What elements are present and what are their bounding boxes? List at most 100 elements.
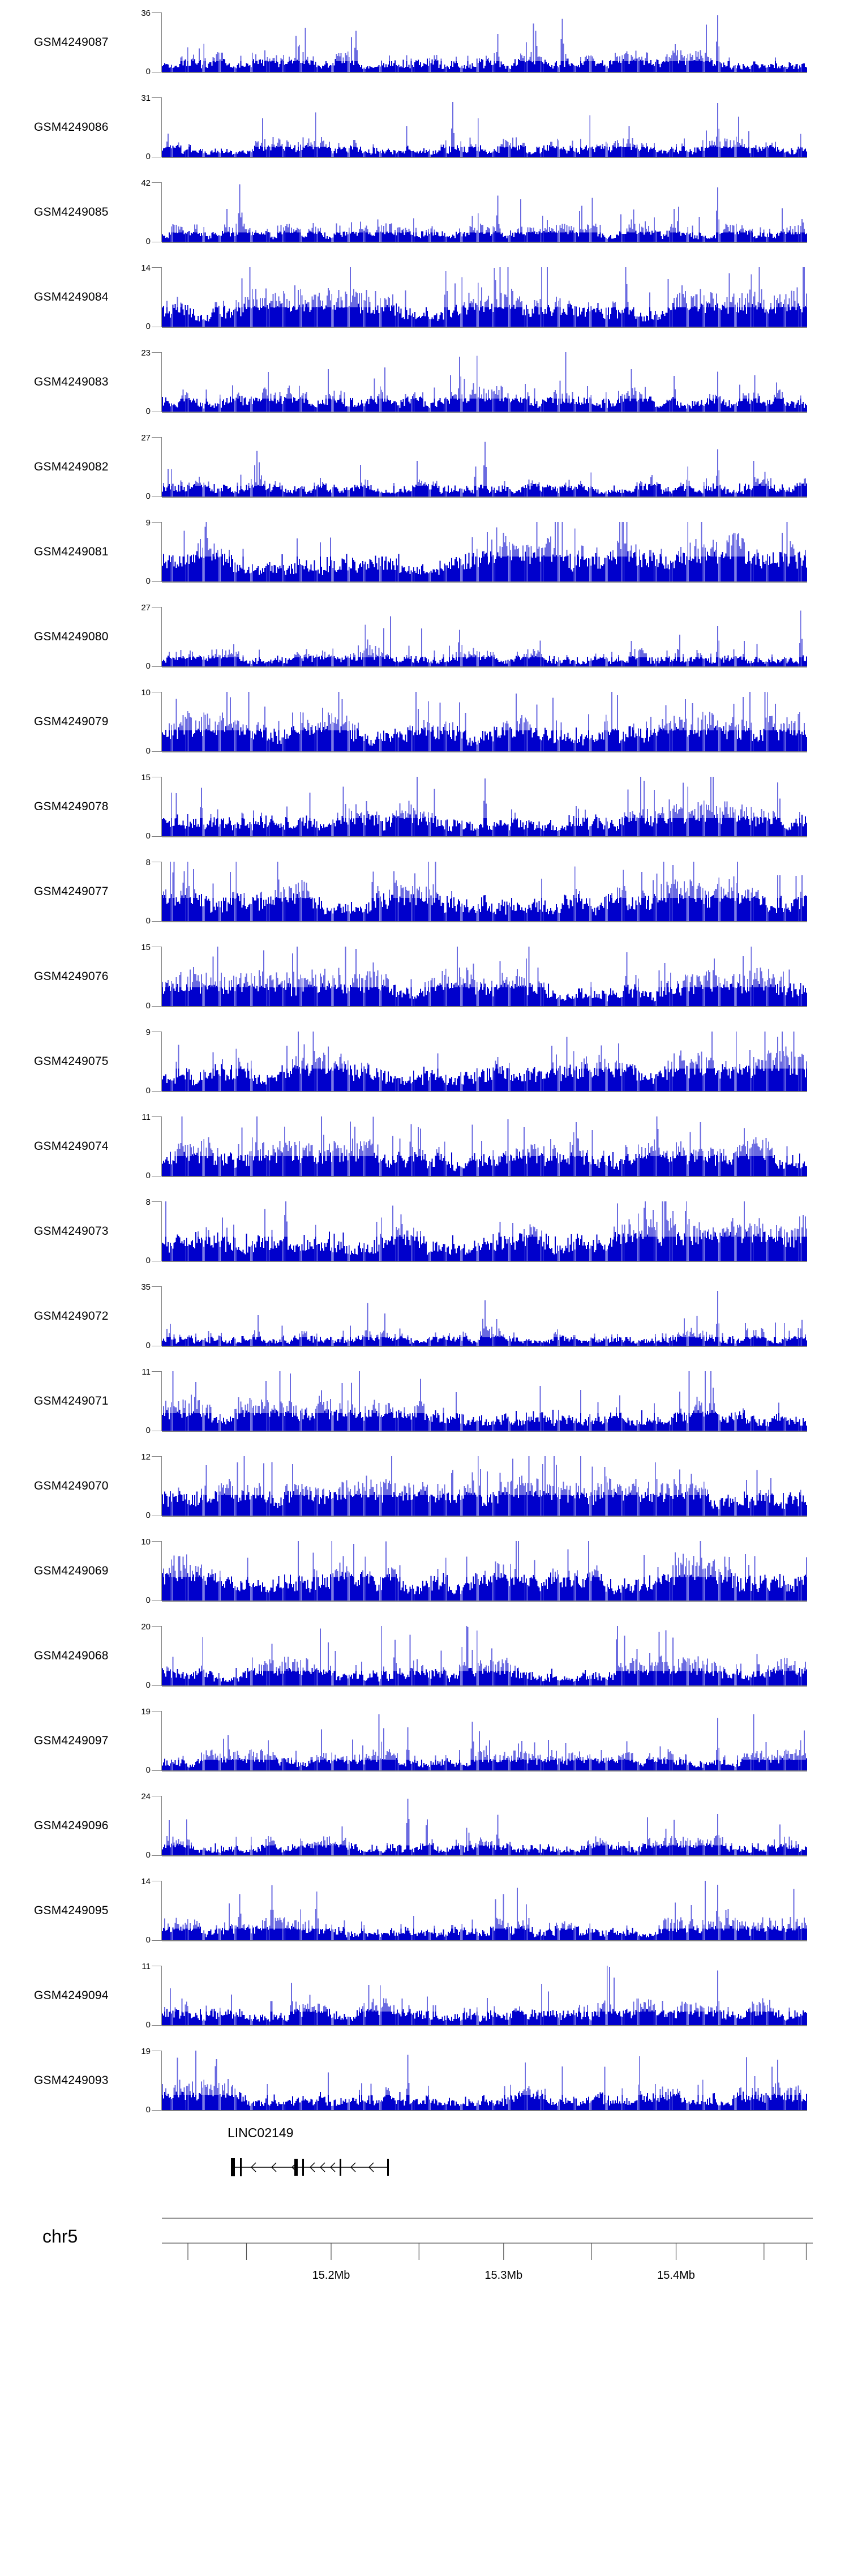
y-axis-min-value: 0 — [145, 406, 151, 416]
coverage-track-gsm4249096[interactable]: GSM4249096 24 0 — [0, 1783, 849, 1868]
coverage-plot[interactable] — [162, 1966, 807, 2026]
chromosome-name-label: chr5 — [42, 2226, 78, 2246]
track-y-axis: 19 0 — [140, 2047, 162, 2114]
track-baseline — [162, 2110, 807, 2111]
coverage-plot[interactable] — [162, 1796, 807, 1856]
y-axis-max-value: 11 — [142, 1367, 151, 1377]
y-axis-tick-min — [152, 1855, 162, 1856]
y-axis-max-value: 9 — [145, 518, 151, 528]
coverage-track-gsm4249068[interactable]: GSM4249068 20 0 — [0, 1614, 849, 1698]
y-axis-tick-max — [152, 437, 162, 438]
track-sample-label: GSM4249083 — [34, 375, 109, 388]
coverage-plot[interactable] — [162, 1626, 807, 1686]
coverage-track-gsm4249094[interactable]: GSM4249094 11 0 — [0, 1953, 849, 2038]
y-axis-max-value: 27 — [141, 433, 151, 443]
coverage-plot[interactable] — [162, 1201, 807, 1261]
coverage-plot[interactable] — [162, 1711, 807, 1771]
coverage-track-gsm4249073[interactable]: GSM4249073 8 0 — [0, 1189, 849, 1274]
y-axis-spine — [161, 1966, 162, 2026]
y-axis-min-value: 0 — [145, 1935, 151, 1945]
coverage-track-gsm4249086[interactable]: GSM4249086 31 0 — [0, 85, 849, 170]
coverage-track-gsm4249097[interactable]: GSM4249097 19 0 — [0, 1698, 849, 1783]
coverage-plot[interactable] — [162, 97, 807, 157]
y-axis-max-value: 11 — [142, 1112, 151, 1122]
y-axis-spine — [161, 522, 162, 582]
coverage-track-gsm4249084[interactable]: GSM4249084 14 0 — [0, 255, 849, 340]
coverage-track-gsm4249079[interactable]: GSM4249079 10 0 — [0, 679, 849, 764]
coverage-plot[interactable] — [162, 1456, 807, 1516]
y-axis-spine — [161, 182, 162, 242]
coverage-plot[interactable] — [162, 1881, 807, 1941]
coverage-track-gsm4249070[interactable]: GSM4249070 12 0 — [0, 1444, 849, 1529]
track-sample-label: GSM4249078 — [34, 800, 109, 813]
y-axis-tick-max — [152, 182, 162, 183]
coverage-track-gsm4249069[interactable]: GSM4249069 10 0 — [0, 1529, 849, 1614]
track-baseline — [162, 666, 807, 667]
coverage-plot[interactable] — [162, 352, 807, 412]
y-axis-min-value: 0 — [145, 916, 151, 926]
coverage-track-gsm4249082[interactable]: GSM4249082 27 0 — [0, 425, 849, 510]
coverage-plot[interactable] — [162, 1371, 807, 1431]
y-axis-max-value: 36 — [141, 8, 151, 18]
coverage-track-gsm4249095[interactable]: GSM4249095 14 0 — [0, 1868, 849, 1953]
y-axis-tick-min — [152, 1091, 162, 1092]
y-axis-max-value: 42 — [141, 178, 151, 188]
y-axis-tick-min — [152, 1006, 162, 1007]
y-axis-spine — [161, 777, 162, 837]
track-y-axis: 20 0 — [140, 1623, 162, 1689]
coverage-track-gsm4249081[interactable]: GSM4249081 9 0 — [0, 510, 849, 594]
coverage-track-gsm4249074[interactable]: GSM4249074 11 0 — [0, 1104, 849, 1189]
coverage-track-gsm4249071[interactable]: GSM4249071 11 0 — [0, 1359, 849, 1444]
y-axis-max-value: 9 — [145, 1028, 151, 1037]
coverage-plot[interactable] — [162, 947, 807, 1007]
coverage-track-gsm4249080[interactable]: GSM4249080 27 0 — [0, 594, 849, 679]
y-axis-max-value: 14 — [141, 1877, 151, 1886]
coverage-plot[interactable] — [162, 1116, 807, 1176]
track-sample-label: GSM4249068 — [34, 1649, 109, 1662]
coverage-plot[interactable] — [162, 1032, 807, 1092]
genome-axis[interactable]: 15.2Mb 15.3Mb 15.4Mb — [142, 2208, 821, 2299]
coverage-track-gsm4249076[interactable]: GSM4249076 15 0 — [0, 934, 849, 1019]
coverage-track-gsm4249072[interactable]: GSM4249072 35 0 — [0, 1274, 849, 1359]
gene-annotation-track[interactable]: LINC02149 — [0, 2123, 849, 2197]
y-axis-min-value: 0 — [145, 1510, 151, 1520]
track-sample-label: GSM4249074 — [34, 1140, 109, 1153]
y-axis-min-value: 0 — [145, 576, 151, 586]
coverage-track-gsm4249093[interactable]: GSM4249093 19 0 — [0, 2038, 849, 2123]
track-sample-label: GSM4249073 — [34, 1225, 109, 1238]
y-axis-max-value: 24 — [141, 1792, 151, 1802]
coverage-plot[interactable] — [162, 2051, 807, 2111]
y-axis-spine — [161, 1881, 162, 1941]
track-baseline — [162, 1006, 807, 1007]
track-y-axis: 10 0 — [140, 1538, 162, 1605]
coverage-plot[interactable] — [162, 692, 807, 752]
coverage-track-gsm4249083[interactable]: GSM4249083 23 0 — [0, 340, 849, 425]
coverage-track-gsm4249075[interactable]: GSM4249075 9 0 — [0, 1019, 849, 1104]
coverage-plot[interactable] — [162, 12, 807, 72]
coverage-track-gsm4249085[interactable]: GSM4249085 42 0 — [0, 170, 849, 255]
y-axis-tick-min — [152, 581, 162, 582]
coverage-plot[interactable] — [162, 522, 807, 582]
y-axis-min-value: 0 — [145, 1595, 151, 1605]
coverage-plot[interactable] — [162, 607, 807, 667]
coverage-plot[interactable] — [162, 1286, 807, 1346]
coverage-plot[interactable] — [162, 777, 807, 837]
coverage-plot[interactable] — [162, 267, 807, 327]
track-baseline — [162, 242, 807, 243]
coverage-plot[interactable] — [162, 182, 807, 242]
coverage-plot[interactable] — [162, 437, 807, 497]
track-y-axis: 15 0 — [140, 943, 162, 1010]
y-axis-tick-max — [152, 1626, 162, 1627]
y-axis-tick-max — [152, 1286, 162, 1287]
coverage-plot[interactable] — [162, 862, 807, 922]
y-axis-min-value: 0 — [145, 1765, 151, 1775]
coverage-plot[interactable] — [162, 1541, 807, 1601]
gene-model-glyph[interactable] — [140, 2150, 480, 2184]
y-axis-spine — [161, 607, 162, 667]
coverage-track-gsm4249077[interactable]: GSM4249077 8 0 — [0, 849, 849, 934]
track-sample-label: GSM4249077 — [34, 885, 109, 898]
coverage-track-gsm4249087[interactable]: GSM4249087 36 0 — [0, 0, 849, 85]
coverage-track-gsm4249078[interactable]: GSM4249078 15 0 — [0, 764, 849, 849]
